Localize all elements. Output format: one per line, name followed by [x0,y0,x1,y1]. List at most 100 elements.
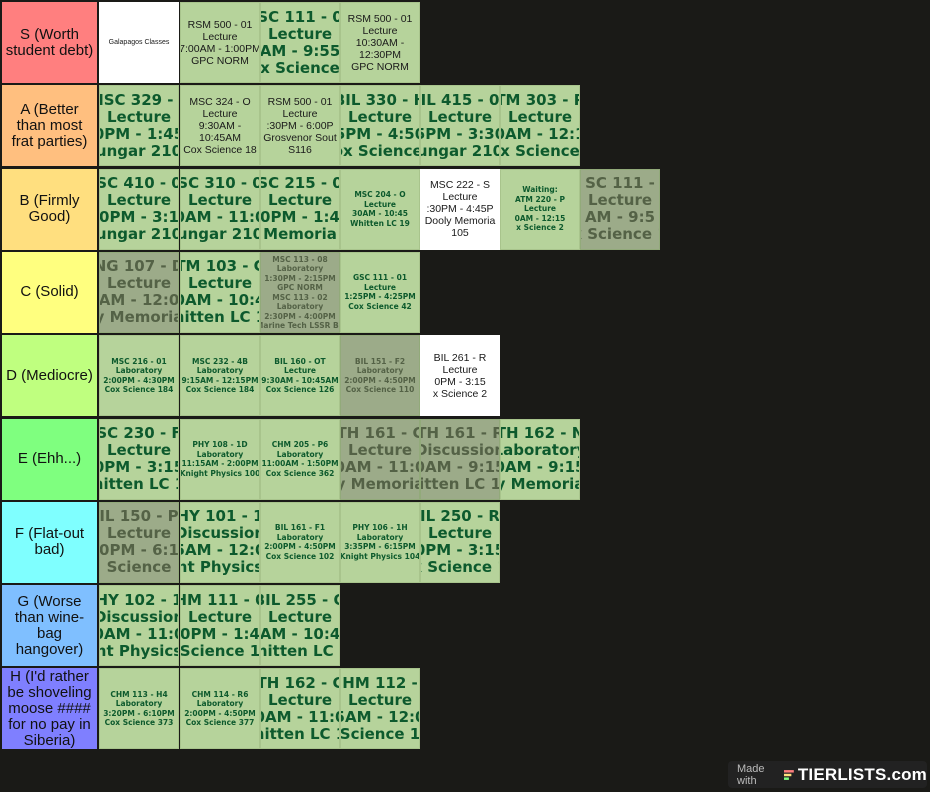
course-tile[interactable]: PHY 106 - 1H Laboratory 3:35PM - 6:15PM Kni… [340,501,420,583]
course-tile[interactable]: IL 415 - 0Lecture5PM - 3:30ungar 210 [420,85,500,167]
course-tile[interactable]: RSM 500 - 01 Lecture 10:30AM -12:30PM GPC N… [340,2,420,83]
tier-label[interactable]: G (Worse than wine-bag hangover) [2,585,97,667]
course-tile[interactable]: TH 162 - NLaboratory0AM - 9:15y Memoria [500,418,580,500]
course-tile[interactable]: GSC 111 - 01 Lecture 1:25PM - 4:25PM Cox Sc… [340,251,420,333]
course-tile[interactable]: TH 162 - CLecture0AM - 11:0hitten LC 1 [260,668,340,750]
tile-text-line: Laboratory [276,449,324,459]
course-tile[interactable]: HY 102 - 1Discussion0AM - 11:0ht Physics [99,585,179,667]
course-tile[interactable]: BIL 161 - F1 Laboratory 2:00PM - 4:50PM Cox… [260,501,340,583]
tile-text-line: SC 410 - 0 [99,174,179,193]
course-tile[interactable]: SC 111 - 0 Lecture AM - 9:55 x Science [260,2,340,83]
tier-items-area[interactable]: NG 107 - DLectureAM - 12:0y MemoriaTM 10… [99,251,928,333]
course-tile[interactable]: SC 215 - 0 Lecture 0PM - 1:4 Memoria [260,168,340,250]
tile-text-line: Lecture [587,191,653,210]
tier-label[interactable]: S (Worth student debt) [2,2,97,83]
tier-label[interactable]: H (I'd rather be shoveling moose #### fo… [2,668,97,750]
tile-text-line: :30PM - 4:45P [426,203,494,216]
tile-text-line: ATM 220 - P [515,194,565,204]
course-tile[interactable]: HM 112 -Lecture5AM - 12:0Science 1 [340,668,420,750]
tier-items-area[interactable]: SC 410 - 0 Lecture 0PM - 3:1 ungar 210 SC 31… [99,168,928,250]
course-tile[interactable]: TH 161 - CLecture0AM - 11:0y Memoria [340,418,420,500]
course-tile[interactable]: PHY 108 - 1D Laboratory 11:15AM - 2:00PM Kn… [180,418,260,500]
tier-label[interactable]: D (Mediocre) [2,335,97,417]
tier-row: E (Ehh...)SC 230 - FLecture0PM - 3:15hit… [0,418,930,500]
course-tile[interactable]: CHM 113 - H4 Laboratory 3:20PM - 6:10PM Cox… [99,668,179,750]
tile-text-line: PHY 106 - 1H [352,523,408,533]
course-tile[interactable]: MSC 232 - 4B Laboratory 9:15AM - 12:15PM Co… [180,335,260,417]
tile-text-line: Marine Tech LSSR Bd [260,321,340,331]
tile-text-line: Galapagos Classes [108,39,170,46]
tile-text-line: MSC 113 - 08 [272,254,328,264]
tier-label[interactable]: C (Solid) [2,251,97,333]
course-tile[interactable]: IL 150 - P Lecture 0PM - 6:1 Science [99,501,179,583]
tile-text-line: Science [106,558,172,577]
tile-text-line: IL 415 - 0 [420,90,500,109]
course-tile[interactable]: CHM 205 - P6 Laboratory 11:00AM - 1:50PM Co… [260,418,340,500]
course-tile[interactable]: MSC 216 - 01 Laboratory 2:00PM - 4:30PM Cox… [99,335,179,417]
tile-text-line: CHM 114 - R6 [191,689,249,699]
tile-text-line: Discussion [100,607,178,626]
tile-text-line: Cox Science 102 [265,551,335,561]
made-with-badge[interactable]: Made with TIERLISTS.com [728,761,927,788]
course-tile[interactable]: BIL 160 - OT Lecture 9:30AM - 10:45AM Cox S… [260,335,340,417]
tile-text-line: TH 161 - R [420,424,500,442]
course-tile[interactable]: MSC 204 - O Lecture 30AM - 10:45 Whitten LC… [340,168,420,250]
tier-items-area[interactable]: MSC 216 - 01 Laboratory 2:00PM - 4:30PM Cox… [99,335,928,417]
tier-label[interactable]: A (Better than most frat parties) [2,85,97,167]
tile-text-line: 0PM - 1:45 [100,124,178,143]
course-tile[interactable]: MSC 222 - S Lecture:30PM - 4:45P Dooly Mem… [420,168,500,250]
tier-items-area[interactable]: Galapagos Classes RSM 500 - 01 Lecture 7:00… [99,2,928,83]
tile-text-line: MSC 324 - O [189,95,251,108]
course-tile[interactable]: Galapagos Classes [99,2,179,83]
tier-items-area[interactable]: SC 230 - FLecture0PM - 3:15hitten LC 1PH… [99,418,928,500]
course-tile[interactable]: BIL 261 - R Lecture 0PM - 3:15 x Science 2 [420,335,500,417]
tier-label[interactable]: B (Firmly Good) [2,168,97,250]
course-tile[interactable]: MSC 113 - 08 Laboratory 1:30PM - 2:15PM GPC… [260,251,340,333]
tile-text-line: Lecture [282,107,318,120]
course-tile[interactable]: Waiting: ATM 220 - P Lecture 0AM - 12:15 x S… [500,168,580,250]
course-tile[interactable]: RSM 500 - 01 Lecture 7:00AM - 1:00PM GPC NO… [180,2,260,83]
course-tile[interactable]: MSC 324 - O Lecture 9:30AM -10:45AM Cox Sci… [180,85,260,167]
tile-text-line: RSM 500 - 01 [267,95,333,108]
tile-text-line: Laboratory [276,532,324,542]
tile-text-line: Cox Science 42 [348,301,412,311]
tile-text-line: 0AM - 12:1 [501,124,579,143]
tier-items-area[interactable]: HY 102 - 1Discussion0AM - 11:0ht Physics… [99,585,928,667]
tile-text-line: Laboratory [356,532,404,542]
course-tile[interactable]: CHM 114 - R6 Laboratory 2:00PM - 4:50PM Cox… [180,668,260,750]
course-tile[interactable]: HY 101 - 1Discussion5AM - 12:0ht Physics [180,501,260,583]
tile-text-line: hitten LC 1 [100,475,178,493]
course-tile[interactable]: TH 161 - RDiscussion0AM - 9:15itten LC 1 [420,418,500,500]
course-tile[interactable]: BIL 151 - F2 Laboratory 2:00PM - 4:50PM Cox… [340,335,420,417]
course-tile[interactable]: SC 410 - 0 Lecture 0PM - 3:1 ungar 210 [99,168,179,250]
tier-items-area[interactable]: IL 150 - P Lecture 0PM - 6:1 Science HY 101 … [99,501,928,583]
tier-label[interactable]: F (Flat-out bad) [2,501,97,583]
tier-label[interactable]: E (Ehh...) [2,418,97,500]
course-tile[interactable]: TM 103 - CLecture0AM - 10:4hitten LC 1 [180,251,260,333]
tile-text-line: 9:15AM - 12:15PM [181,375,259,385]
tile-text-line: Lecture [202,107,238,120]
tile-text-line: Lecture [363,199,397,209]
tile-text-line: 0PM - 3:15 [100,458,178,476]
tier-items-area[interactable]: CHM 113 - H4 Laboratory 3:20PM - 6:10PM Cox… [99,668,928,750]
tile-text-line: 0AM - 11:0 [100,624,178,643]
tile-text-line: x Science 2 [432,387,488,400]
tile-text-line: 0PM - 3:15 [421,541,499,560]
course-tile[interactable]: SC 230 - FLecture0PM - 3:15hitten LC 1 [99,418,179,500]
tile-text-line: y Memoria [500,475,580,493]
course-tile[interactable]: NG 107 - DLectureAM - 12:0y Memoria [99,251,179,333]
tile-text-line: hitten LC 1 [261,724,339,743]
tile-text-line: Lecture [106,441,172,459]
course-tile[interactable]: BIL 330 - HLecture5PM - 4:50Cox Science … [340,85,420,167]
course-tile[interactable]: SC 310 - 0Lecture0AM - 11:0ungar 210 [180,168,260,250]
course-tile[interactable]: RSM 500 - 01 Lecture:30PM - 6:00P Grosveno… [260,85,340,167]
tile-text-line: Lecture [347,690,413,709]
tile-text-line: IL 250 - R [420,507,500,526]
